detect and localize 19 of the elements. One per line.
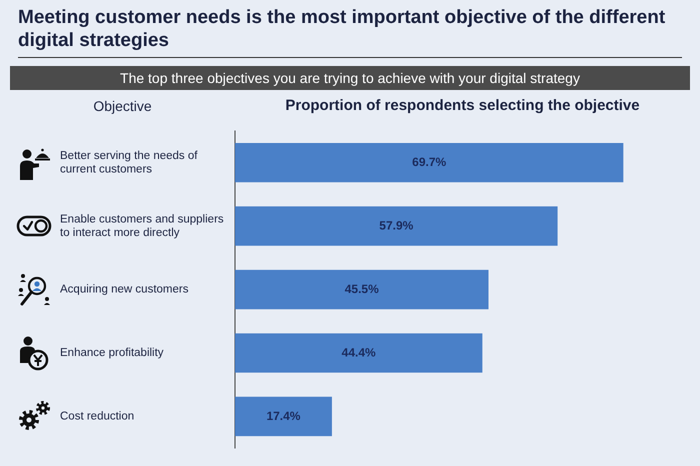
y-axis-title: Objective bbox=[92, 97, 153, 116]
data-label: 45.5% bbox=[344, 282, 380, 296]
bar bbox=[235, 396, 332, 436]
bar bbox=[235, 333, 482, 373]
y-tick-label: Enable customers and suppliers to interact more directly bbox=[60, 213, 224, 240]
bar bbox=[235, 206, 558, 246]
y-tick-label: Cost reduction bbox=[60, 410, 134, 423]
x-axis-title: Proportion of respondents selecting the objective bbox=[284, 96, 641, 116]
data-label: 17.4% bbox=[266, 408, 301, 423]
bar bbox=[235, 142, 624, 182]
chart-subtitle: The top three objectives you are trying to achieve with your digital strategy bbox=[10, 66, 690, 90]
chart-title: Meeting customer needs is the most important objective of the different digital strategies bbox=[18, 6, 682, 58]
data-label: 44.4% bbox=[342, 345, 376, 360]
y-tick-label: Better serving the needs of current customers bbox=[60, 150, 198, 176]
data-label: 57.9% bbox=[379, 218, 414, 232]
y-tick-label: Enhance profitability bbox=[60, 347, 164, 360]
bar bbox=[235, 270, 488, 310]
y-tick-label: Acquiring new customers bbox=[60, 284, 189, 296]
data-label: 69.7% bbox=[412, 154, 447, 169]
